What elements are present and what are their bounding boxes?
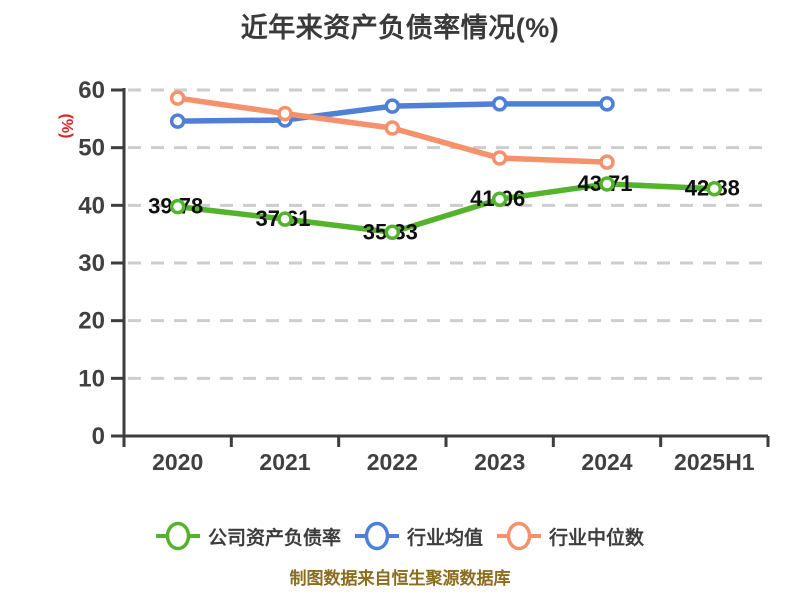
legend-item-company-ratio[interactable]: 公司资产负债率 <box>155 521 341 551</box>
legend-label-company-ratio: 公司资产负债率 <box>207 527 341 549</box>
y-tick-label: 50 <box>78 135 105 162</box>
legend: 公司资产负债率 行业均值 行业中位数 <box>0 521 800 551</box>
x-tick-label: 2023 <box>474 449 525 475</box>
data-point-marker <box>169 90 186 106</box>
y-tick-label: 30 <box>78 250 105 277</box>
legend-marker-green-icon <box>155 521 200 551</box>
legend-label-industry-median: 行业中位数 <box>549 527 645 549</box>
legend-ellipse <box>506 521 532 551</box>
data-point-marker <box>491 191 508 207</box>
series-line <box>174 181 718 236</box>
data-point-marker <box>599 154 615 170</box>
x-tick-label: 2021 <box>259 449 310 475</box>
legend-marker-orange-icon <box>497 521 541 551</box>
data-point-marker <box>491 150 508 166</box>
legend-item-industry-mean[interactable]: 行业均值 <box>354 521 483 551</box>
data-point-marker <box>169 113 186 129</box>
y-axis-name: (%) <box>58 114 75 139</box>
y-tick-label: 40 <box>78 192 105 219</box>
data-point-marker <box>384 120 401 136</box>
legend-ellipse <box>165 521 191 551</box>
chart-title: 近年来资产负债率情况(%) <box>240 13 560 43</box>
y-tick-label: 0 <box>92 423 105 450</box>
y-tick-label: 20 <box>78 308 105 335</box>
x-tick-label: 2020 <box>152 449 203 475</box>
x-tick-label: 2024 <box>581 449 632 475</box>
line-chart-plot: 0 10 20 30 40 50 60 2020 2021 2022 2023 2024 2025H1 (… <box>58 77 770 475</box>
y-tick-label: 10 <box>78 365 105 392</box>
data-point-marker <box>277 211 293 227</box>
legend-item-industry-median[interactable]: 行业中位数 <box>497 521 644 551</box>
data-point-marker <box>169 198 186 215</box>
x-tick-label: 2025H1 <box>674 449 755 475</box>
y-tick-label: 60 <box>78 77 105 104</box>
data-point-marker <box>706 180 723 197</box>
data-point-marker <box>491 96 508 112</box>
data-point-marker <box>599 176 615 192</box>
legend-marker-blue-icon <box>354 521 399 551</box>
data-point-marker <box>599 96 615 112</box>
x-tick-label: 2022 <box>367 449 418 475</box>
data-point-marker <box>277 105 293 122</box>
data-point-marker <box>384 224 401 241</box>
footer-note: 制图数据来自恒生聚源数据库 <box>289 569 511 588</box>
legend-label-industry-mean: 行业均值 <box>406 527 483 549</box>
legend-ellipse <box>364 521 390 551</box>
data-point-marker <box>384 98 401 114</box>
